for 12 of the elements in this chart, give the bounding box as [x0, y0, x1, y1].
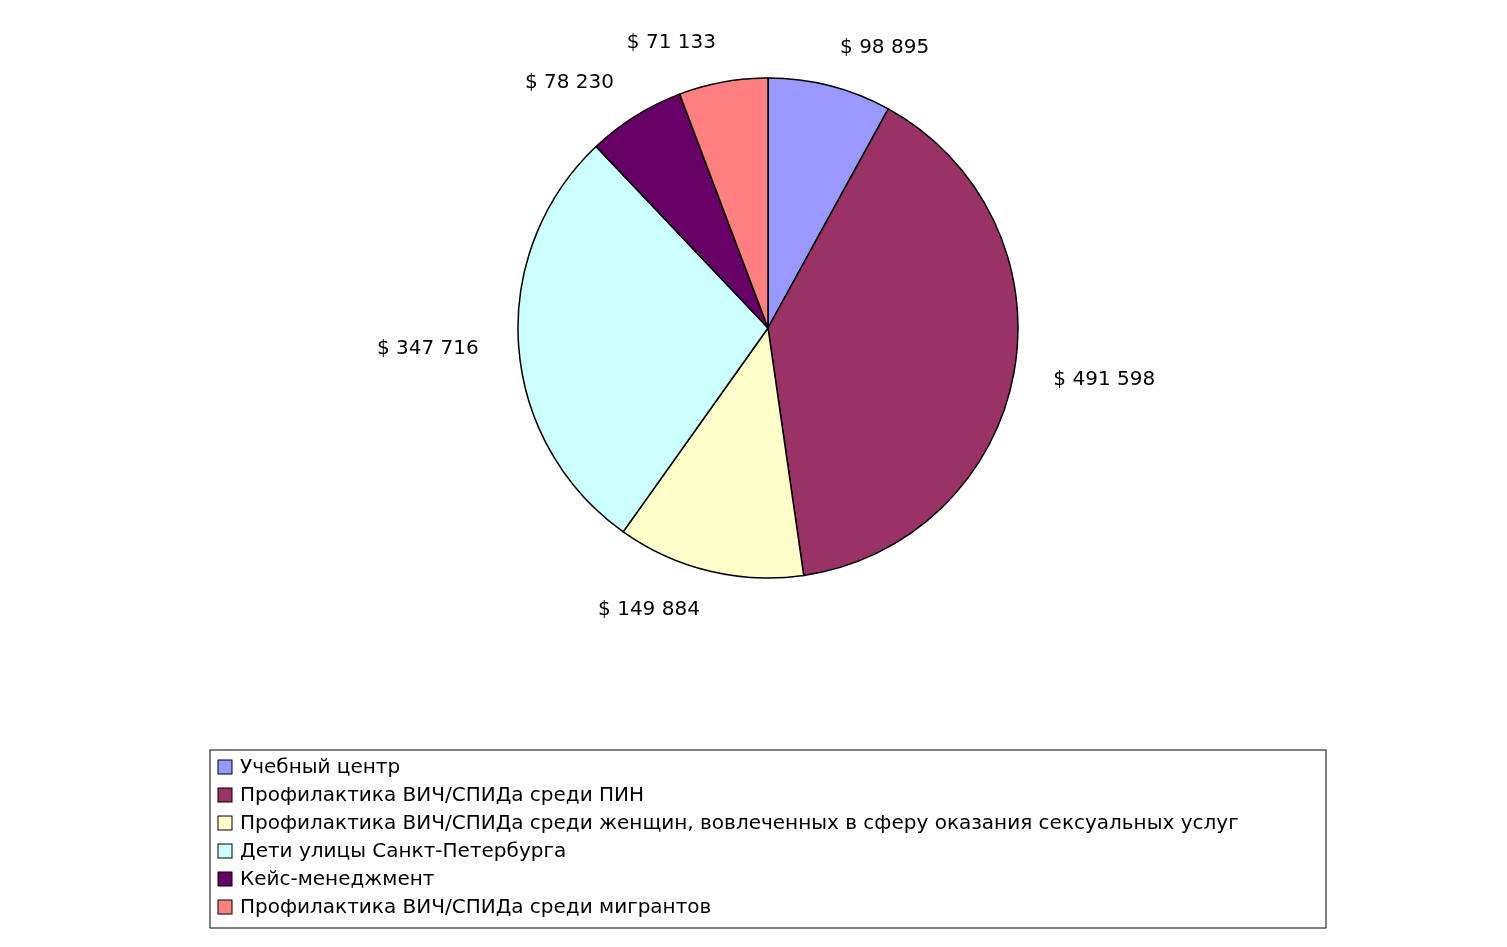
data-label: $ 149 884	[598, 596, 700, 621]
data-label: $ 491 598	[1053, 366, 1156, 391]
data-label: $ 347 716	[376, 334, 479, 359]
data-label: $ 98 895	[840, 33, 930, 58]
legend-label: Дети улицы Санкт-Петербурга	[240, 837, 567, 862]
legend-label: Кейс-менеджмент	[240, 865, 435, 890]
data-label: $ 78 230	[524, 68, 615, 93]
legend-label: Профилактика ВИЧ/СПИДа среди женщин, вовлеченных в сферу оказания сексуальных услуг	[240, 809, 1239, 834]
data-label: $ 71 133	[626, 29, 716, 54]
legend-label: Учебный центр	[240, 753, 401, 778]
legend-label: Профилактика ВИЧ/СПИДа среди ПИН	[240, 781, 645, 806]
legend-label: Профилактика ВИЧ/СПИДа среди мигрантов	[240, 893, 712, 918]
